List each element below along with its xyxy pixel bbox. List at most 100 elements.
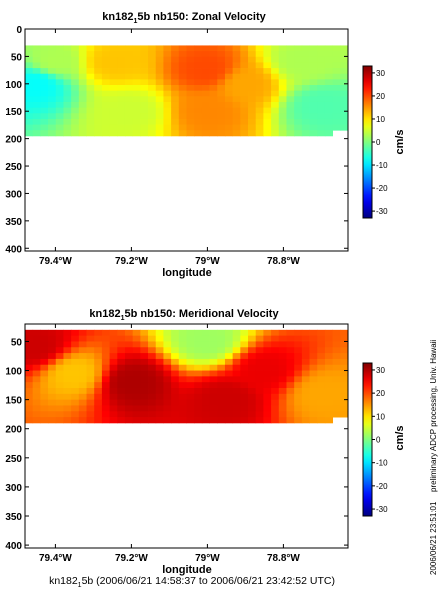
field-cell (263, 370, 272, 377)
field-cell (163, 347, 172, 354)
field-cell (194, 353, 203, 360)
field-cell (301, 370, 310, 377)
colorbar-tick-label: 30 (376, 69, 385, 78)
field-cell (25, 107, 34, 114)
field-cell (232, 62, 241, 69)
field-cell (309, 364, 318, 371)
field-cell (332, 90, 341, 97)
colorbar-tick-label: -20 (376, 184, 388, 193)
field-cell (278, 101, 287, 109)
field-cell (32, 79, 41, 86)
field-cell (278, 62, 287, 69)
field-cell (71, 68, 80, 75)
field-cell (201, 335, 210, 342)
field-cell (224, 45, 234, 52)
field-cell (309, 101, 318, 109)
field-cell (163, 411, 172, 418)
field-cell (101, 101, 110, 109)
field-cell (132, 388, 141, 395)
field-cell (124, 68, 134, 75)
field-cell (32, 56, 41, 63)
colorbar-label: cm/s (394, 129, 406, 154)
field-cell (148, 62, 157, 69)
field-cell (232, 353, 241, 360)
field-cell (171, 107, 180, 114)
field-cell (109, 96, 118, 103)
field-cell (186, 62, 195, 69)
field-cell (163, 329, 172, 337)
field-cell (301, 347, 310, 354)
field-cell (255, 96, 264, 103)
field-cell (148, 113, 157, 120)
field-cell (171, 68, 180, 75)
field-cell (224, 79, 234, 86)
field-cell (155, 113, 164, 120)
field-cell (309, 130, 318, 137)
field-cell (301, 382, 310, 389)
field-cell (148, 417, 157, 424)
field-cell (32, 388, 41, 395)
field-cell (263, 399, 272, 406)
field-cell (232, 417, 241, 424)
field-cell (78, 405, 87, 412)
field-cell (155, 405, 164, 412)
field-cell (186, 358, 195, 366)
field-cell (63, 393, 72, 401)
field-cell (286, 364, 295, 371)
field-cell (240, 85, 249, 92)
field-cell (332, 107, 341, 114)
field-cell (186, 51, 195, 58)
field-cell (25, 370, 34, 377)
field-cell (71, 335, 80, 342)
field-cell (340, 45, 349, 52)
field-cell (217, 393, 226, 401)
field-cell (124, 124, 134, 131)
field-cell (194, 417, 203, 424)
field-cell (332, 393, 341, 401)
field-cell (324, 393, 334, 401)
field-cell (317, 335, 326, 342)
field-cell (209, 90, 218, 97)
field-cell (209, 376, 218, 383)
field-cell (94, 388, 103, 395)
field-cell (309, 45, 318, 52)
field-cell (217, 101, 226, 109)
field-cell (148, 329, 157, 337)
field-cell (63, 51, 72, 58)
field-cell (224, 341, 234, 348)
field-cell (332, 353, 341, 360)
field-cell (40, 101, 49, 109)
field-cell (171, 96, 180, 103)
field-cell (140, 68, 149, 75)
field-cell (332, 370, 341, 377)
field-cell (163, 85, 172, 92)
field-cell (217, 411, 226, 418)
field-cell (78, 353, 87, 360)
field-cell (224, 335, 234, 342)
field-cell (271, 417, 280, 424)
field-cell (132, 45, 141, 52)
field-cell (178, 405, 187, 412)
field-cell (63, 118, 72, 125)
field-cell (309, 90, 318, 97)
field-cell (117, 101, 126, 109)
field-cell (209, 107, 218, 114)
field-cell (94, 335, 103, 342)
field-cell (155, 56, 164, 63)
field-cell (317, 411, 326, 418)
field-cell (148, 130, 157, 137)
field-cell (132, 376, 141, 383)
field-cell (240, 329, 249, 337)
field-cell (209, 341, 218, 348)
field-cell (278, 335, 287, 342)
field-cell (340, 118, 349, 125)
field-cell (71, 56, 80, 63)
field-cell (255, 51, 264, 58)
field-cell (124, 353, 134, 360)
field-cell (78, 90, 87, 97)
field-cell (286, 329, 295, 337)
field-cell (78, 85, 87, 92)
field-cell (248, 45, 257, 52)
field-cell (63, 358, 72, 366)
field-cell (240, 79, 249, 86)
